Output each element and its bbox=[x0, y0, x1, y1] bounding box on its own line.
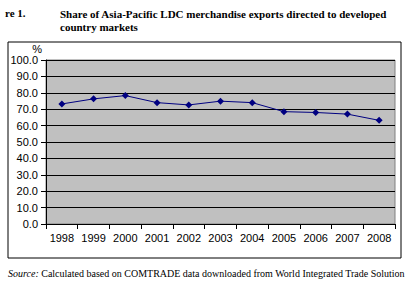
svg-text:2003: 2003 bbox=[208, 232, 232, 244]
svg-text:30.0: 30.0 bbox=[17, 169, 38, 181]
svg-text:country markets: country markets bbox=[60, 21, 139, 33]
svg-text:90.0: 90.0 bbox=[17, 70, 38, 82]
svg-text:0.0: 0.0 bbox=[23, 218, 38, 230]
svg-text:70.0: 70.0 bbox=[17, 103, 38, 115]
svg-text:2000: 2000 bbox=[113, 232, 137, 244]
svg-text:100.0: 100.0 bbox=[10, 54, 38, 66]
svg-text:80.0: 80.0 bbox=[17, 87, 38, 99]
svg-text:2004: 2004 bbox=[240, 232, 264, 244]
svg-text:1998: 1998 bbox=[50, 232, 74, 244]
svg-text:2007: 2007 bbox=[335, 232, 359, 244]
svg-text:2006: 2006 bbox=[303, 232, 327, 244]
svg-text:1999: 1999 bbox=[81, 232, 105, 244]
svg-text:Share of Asia-Pacific LDC merc: Share of Asia-Pacific LDC merchandise ex… bbox=[60, 8, 389, 20]
svg-text:Calculated based on COMTRADE d: Calculated based on COMTRADE data downlo… bbox=[39, 268, 405, 279]
svg-text:10.0: 10.0 bbox=[17, 202, 38, 214]
svg-text:2005: 2005 bbox=[272, 232, 296, 244]
svg-text:2001: 2001 bbox=[145, 232, 169, 244]
svg-text:re 1.: re 1. bbox=[5, 7, 26, 19]
svg-text:40.0: 40.0 bbox=[17, 152, 38, 164]
svg-text:20.0: 20.0 bbox=[17, 185, 38, 197]
svg-text:Source:: Source: bbox=[8, 268, 39, 279]
svg-text:2008: 2008 bbox=[367, 232, 391, 244]
svg-text:50.0: 50.0 bbox=[17, 136, 38, 148]
svg-text:2002: 2002 bbox=[177, 232, 201, 244]
svg-text:60.0: 60.0 bbox=[17, 120, 38, 132]
